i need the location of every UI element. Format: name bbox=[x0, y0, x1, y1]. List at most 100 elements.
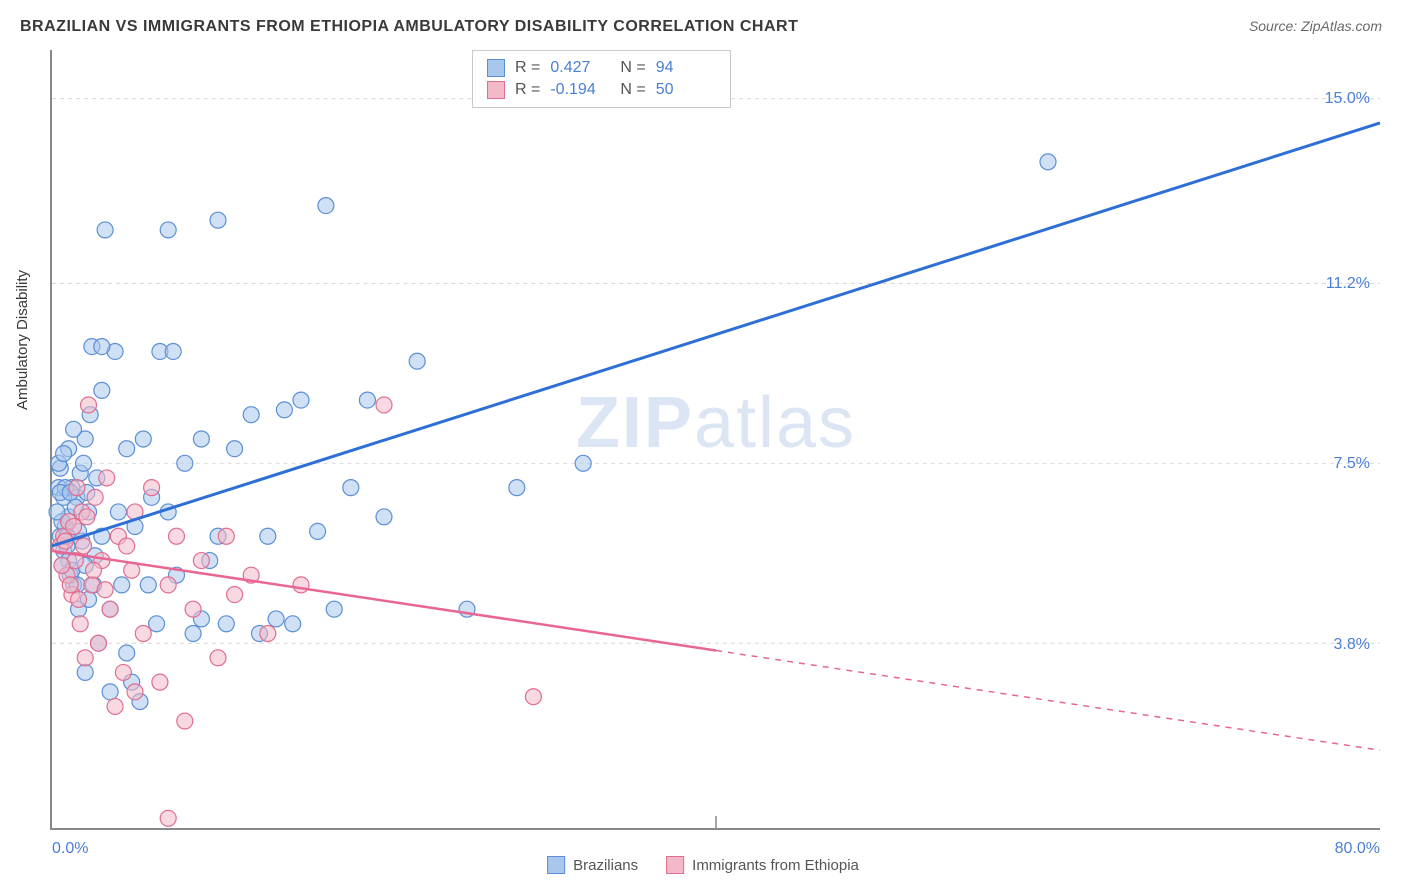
data-point bbox=[149, 616, 165, 632]
data-point bbox=[81, 397, 97, 413]
data-point bbox=[376, 397, 392, 413]
data-point bbox=[160, 577, 176, 593]
regression-line bbox=[52, 123, 1380, 546]
data-point bbox=[66, 421, 82, 437]
scatter-svg bbox=[52, 50, 1380, 828]
data-point bbox=[276, 402, 292, 418]
data-point bbox=[293, 392, 309, 408]
legend-swatch-1 bbox=[666, 856, 684, 874]
data-point bbox=[102, 601, 118, 617]
data-point bbox=[1040, 154, 1056, 170]
data-point bbox=[260, 528, 276, 544]
stat-r-value-1: -0.194 bbox=[550, 81, 610, 99]
legend-label-1: Immigrants from Ethiopia bbox=[692, 857, 859, 874]
data-point bbox=[54, 557, 70, 573]
data-point bbox=[177, 713, 193, 729]
data-point bbox=[185, 601, 201, 617]
stat-r-label: R = bbox=[515, 81, 540, 99]
data-point bbox=[227, 441, 243, 457]
data-point bbox=[359, 392, 375, 408]
data-point bbox=[114, 577, 130, 593]
regression-line-extrapolated bbox=[716, 651, 1380, 751]
data-point bbox=[185, 626, 201, 642]
data-point bbox=[210, 212, 226, 228]
data-point bbox=[218, 528, 234, 544]
stats-row-0: R = 0.427 N = 94 bbox=[487, 57, 716, 79]
data-point bbox=[525, 689, 541, 705]
data-point bbox=[135, 431, 151, 447]
data-point bbox=[56, 446, 72, 462]
data-point bbox=[97, 222, 113, 238]
data-point bbox=[115, 664, 131, 680]
stat-r-label: R = bbox=[515, 59, 540, 77]
swatch-series-1 bbox=[487, 81, 505, 99]
data-point bbox=[86, 562, 102, 578]
legend-label-0: Brazilians bbox=[573, 857, 638, 874]
data-point bbox=[268, 611, 284, 627]
data-point bbox=[62, 577, 78, 593]
swatch-series-0 bbox=[487, 59, 505, 77]
stats-box: R = 0.427 N = 94 R = -0.194 N = 50 bbox=[472, 50, 731, 108]
y-tick-label: 3.8% bbox=[1334, 636, 1370, 654]
data-point bbox=[94, 382, 110, 398]
y-tick-label: 15.0% bbox=[1325, 90, 1370, 108]
y-tick-label: 7.5% bbox=[1334, 455, 1370, 473]
data-point bbox=[110, 504, 126, 520]
x-tick-label: 80.0% bbox=[1335, 840, 1380, 858]
y-tick-label: 11.2% bbox=[1326, 275, 1370, 293]
data-point bbox=[94, 339, 110, 355]
data-point bbox=[72, 616, 88, 632]
data-point bbox=[152, 674, 168, 690]
data-point bbox=[79, 509, 95, 525]
data-point bbox=[77, 650, 93, 666]
bottom-legend: Brazilians Immigrants from Ethiopia bbox=[547, 856, 859, 874]
data-point bbox=[119, 538, 135, 554]
data-point bbox=[509, 480, 525, 496]
data-point bbox=[326, 601, 342, 617]
data-point bbox=[102, 684, 118, 700]
legend-item-1: Immigrants from Ethiopia bbox=[666, 856, 859, 874]
stat-n-label: N = bbox=[620, 81, 645, 99]
data-point bbox=[343, 480, 359, 496]
legend-item-0: Brazilians bbox=[547, 856, 638, 874]
stat-n-value-0: 94 bbox=[656, 59, 716, 77]
data-point bbox=[210, 650, 226, 666]
plot-area: ZIPatlas R = 0.427 N = 94 R = -0.194 N =… bbox=[50, 50, 1380, 830]
data-point bbox=[97, 582, 113, 598]
data-point bbox=[119, 645, 135, 661]
data-point bbox=[99, 470, 115, 486]
data-point bbox=[87, 489, 103, 505]
stat-n-value-1: 50 bbox=[656, 81, 716, 99]
x-tick-label: 0.0% bbox=[52, 840, 88, 858]
data-point bbox=[119, 441, 135, 457]
data-point bbox=[69, 480, 85, 496]
data-point bbox=[193, 431, 209, 447]
data-point bbox=[77, 664, 93, 680]
data-point bbox=[90, 635, 106, 651]
data-point bbox=[160, 810, 176, 826]
data-point bbox=[107, 698, 123, 714]
legend-swatch-0 bbox=[547, 856, 565, 874]
data-point bbox=[140, 577, 156, 593]
data-point bbox=[293, 577, 309, 593]
stat-n-label: N = bbox=[620, 59, 645, 77]
data-point bbox=[71, 591, 87, 607]
data-point bbox=[76, 538, 92, 554]
data-point bbox=[310, 523, 326, 539]
source-attribution: Source: ZipAtlas.com bbox=[1249, 18, 1382, 34]
data-point bbox=[169, 528, 185, 544]
data-point bbox=[165, 343, 181, 359]
data-point bbox=[177, 455, 193, 471]
stat-r-value-0: 0.427 bbox=[550, 59, 610, 77]
data-point bbox=[144, 480, 160, 496]
data-point bbox=[66, 519, 82, 535]
data-point bbox=[409, 353, 425, 369]
y-axis-label: Ambulatory Disability bbox=[14, 270, 31, 410]
data-point bbox=[227, 587, 243, 603]
data-point bbox=[160, 222, 176, 238]
chart-title: BRAZILIAN VS IMMIGRANTS FROM ETHIOPIA AM… bbox=[20, 18, 798, 36]
data-point bbox=[318, 198, 334, 214]
data-point bbox=[193, 553, 209, 569]
data-point bbox=[127, 684, 143, 700]
data-point bbox=[243, 407, 259, 423]
